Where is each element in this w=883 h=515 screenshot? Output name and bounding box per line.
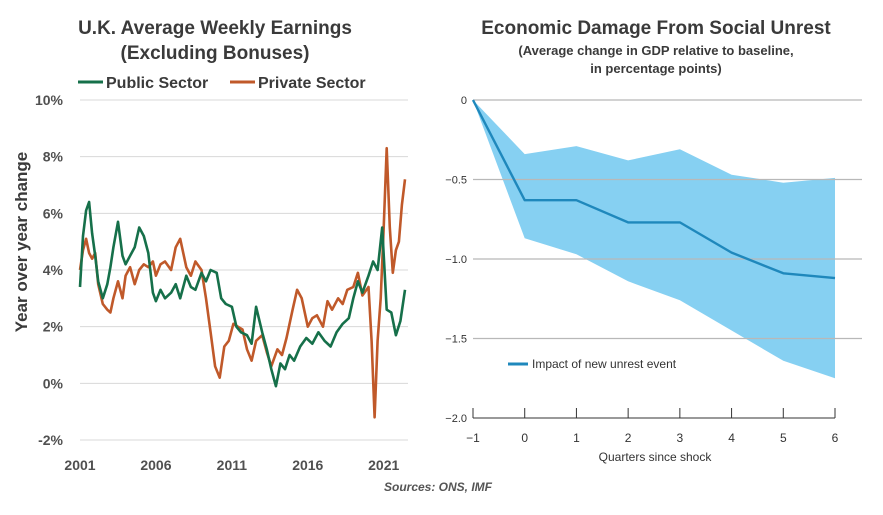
unrest-y-ticks: 0 −0.5 −1.0 −1.5 −2.0 bbox=[445, 95, 467, 425]
earnings-y-tick-label: 10% bbox=[35, 92, 64, 108]
earnings-x-tick-label: 2011 bbox=[217, 457, 248, 473]
earnings-legend: Public Sector Private Sector bbox=[78, 75, 366, 92]
earnings-chart-subtitle: (Excluding Bonuses) bbox=[121, 43, 310, 64]
earnings-gridlines bbox=[80, 99, 408, 441]
confidence-band bbox=[473, 100, 835, 379]
unrest-y-tick-label: −0.5 bbox=[445, 175, 467, 187]
earnings-x-tick-label: 2016 bbox=[292, 457, 323, 473]
unrest-x-tick-label: 0 bbox=[521, 431, 528, 445]
earnings-y-tick-label: 4% bbox=[43, 262, 64, 278]
earnings-y-tick-label: 0% bbox=[43, 375, 64, 391]
unrest-impact-layer bbox=[471, 99, 836, 280]
earnings-y-tick-label: 2% bbox=[43, 319, 64, 335]
unrest-x-tick-label: 2 bbox=[625, 431, 632, 445]
legend-impact-label: Impact of new unrest event bbox=[532, 357, 677, 371]
unrest-legend: Impact of new unrest event bbox=[508, 357, 677, 371]
unrest-y-tick-label: −1.5 bbox=[445, 334, 467, 346]
unrest-x-tick-label: 3 bbox=[677, 431, 684, 445]
impact-line bbox=[471, 99, 836, 280]
legend-private-label: Private Sector bbox=[258, 75, 366, 92]
earnings-x-ticks: 2001 2006 2011 2016 2021 bbox=[64, 457, 399, 473]
unrest-y-tick-label: −2.0 bbox=[445, 413, 467, 425]
unrest-x-tick-label: 6 bbox=[832, 431, 839, 445]
private-sector-line bbox=[78, 146, 407, 419]
earnings-x-tick-label: 2001 bbox=[64, 457, 95, 473]
earnings-series bbox=[78, 146, 407, 419]
legend-public-label: Public Sector bbox=[106, 75, 208, 92]
public-sector-line bbox=[78, 200, 407, 388]
earnings-x-tick-label: 2021 bbox=[368, 457, 399, 473]
unrest-x-tick-label: −1 bbox=[466, 431, 480, 445]
unrest-x-tick-label: 1 bbox=[573, 431, 580, 445]
unrest-band-layer bbox=[473, 100, 835, 379]
source-note: Sources: ONS, IMF bbox=[384, 480, 493, 494]
earnings-chart-title: U.K. Average Weekly Earnings bbox=[78, 18, 352, 39]
unrest-x-tick-label: 5 bbox=[780, 431, 787, 445]
unrest-chart-subtitle-line-2: in percentage points) bbox=[590, 61, 721, 76]
unrest-y-tick-label: 0 bbox=[461, 95, 467, 107]
unrest-chart-title: Economic Damage From Social Unrest bbox=[481, 18, 831, 39]
unrest-chart: Economic Damage From Social Unrest (Aver… bbox=[445, 18, 862, 464]
earnings-y-axis-label: Year over year change bbox=[12, 152, 31, 333]
unrest-y-tick-label: −1.0 bbox=[445, 254, 467, 266]
earnings-chart: U.K. Average Weekly Earnings (Excluding … bbox=[12, 18, 408, 473]
unrest-x-tick-label: 4 bbox=[728, 431, 735, 445]
unrest-x-axis-label: Quarters since shock bbox=[599, 450, 713, 464]
earnings-y-tick-label: 6% bbox=[43, 205, 64, 221]
earnings-y-tick-label: 8% bbox=[43, 149, 64, 165]
earnings-y-tick-label: -2% bbox=[38, 432, 63, 448]
earnings-y-ticks: -2% 0% 2% 4% 6% 8% 10% bbox=[35, 92, 64, 448]
earnings-x-tick-label: 2006 bbox=[140, 457, 171, 473]
unrest-chart-subtitle-line-1: (Average change in GDP relative to basel… bbox=[518, 43, 793, 58]
unrest-x-axis: −1 0 1 2 3 4 5 6 bbox=[466, 408, 839, 445]
unrest-gridlines bbox=[473, 99, 862, 340]
